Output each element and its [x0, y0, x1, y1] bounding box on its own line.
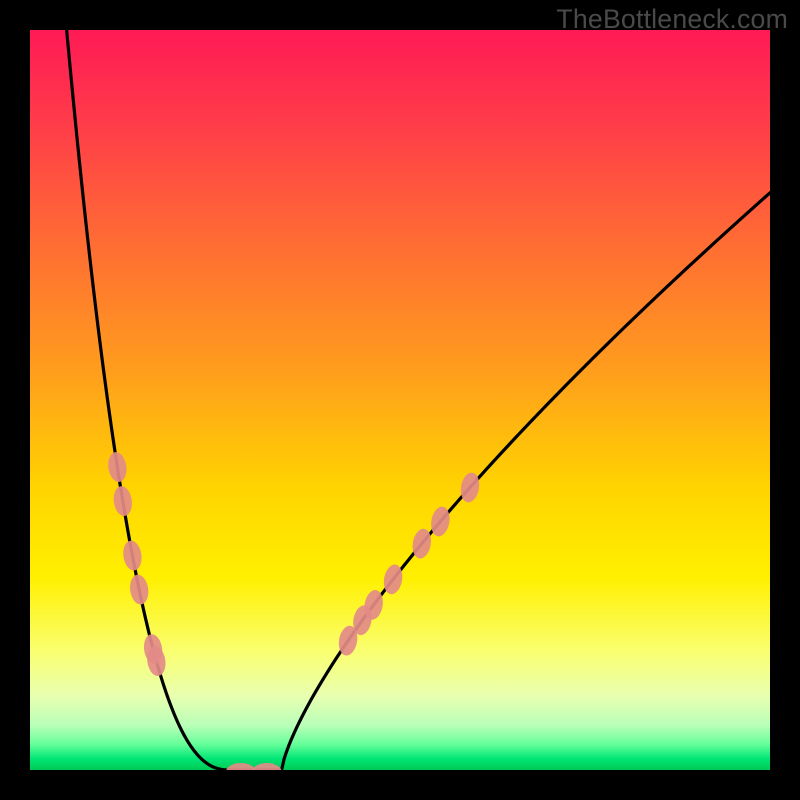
chart-frame: TheBottleneck.com: [0, 0, 800, 800]
gradient-background: [30, 30, 770, 770]
watermark-text: TheBottleneck.com: [556, 4, 788, 35]
bottleneck-chart: [0, 0, 800, 800]
